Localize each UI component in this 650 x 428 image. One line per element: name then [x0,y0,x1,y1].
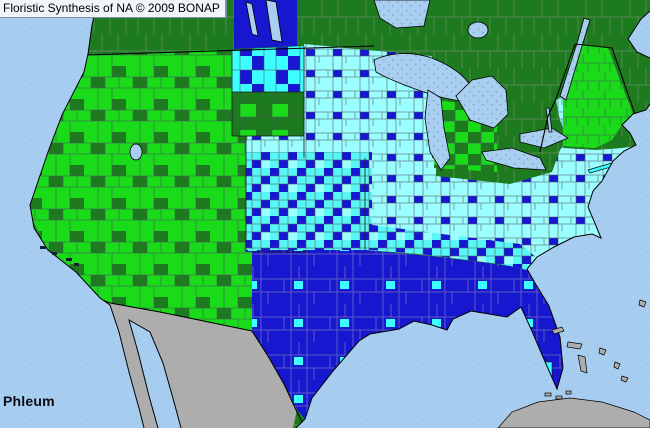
northwest-ontario-lakes [373,0,431,29]
lake-ontario [519,127,569,149]
channel-islands [40,246,79,266]
us-canada-border-east [539,43,638,153]
great-salt-lake [129,143,143,161]
region-southern-us [246,250,563,419]
us-canada-border-west [85,45,375,56]
cuba [497,397,650,428]
manitoba-lake-west [245,1,259,37]
lake-huron [455,75,509,129]
lake-nipigon [467,21,489,39]
lake-champlain [545,107,553,133]
florida-keys [544,390,572,400]
state-lines [231,46,366,253]
coastline [29,0,650,428]
region-south-dakota [232,92,304,136]
region-north-dakota [232,46,304,92]
region-appalachia-mix [372,225,537,270]
manitoba-lake-east [265,0,283,43]
bahamas-islands [551,299,647,383]
st-lawrence-river [559,17,591,101]
title-text: Floristic Synthesis of NA © 2009 BONAP [3,1,220,15]
lake-michigan [424,89,451,171]
lake-erie [481,147,547,171]
taxon-label: Phleum [3,393,55,409]
region-manitoba [234,0,297,49]
region-plains-mix [246,152,372,250]
region-maine [563,44,633,148]
us-mexico-border [83,292,304,425]
title-bar: Floristic Synthesis of NA © 2009 BONAP [0,0,227,18]
